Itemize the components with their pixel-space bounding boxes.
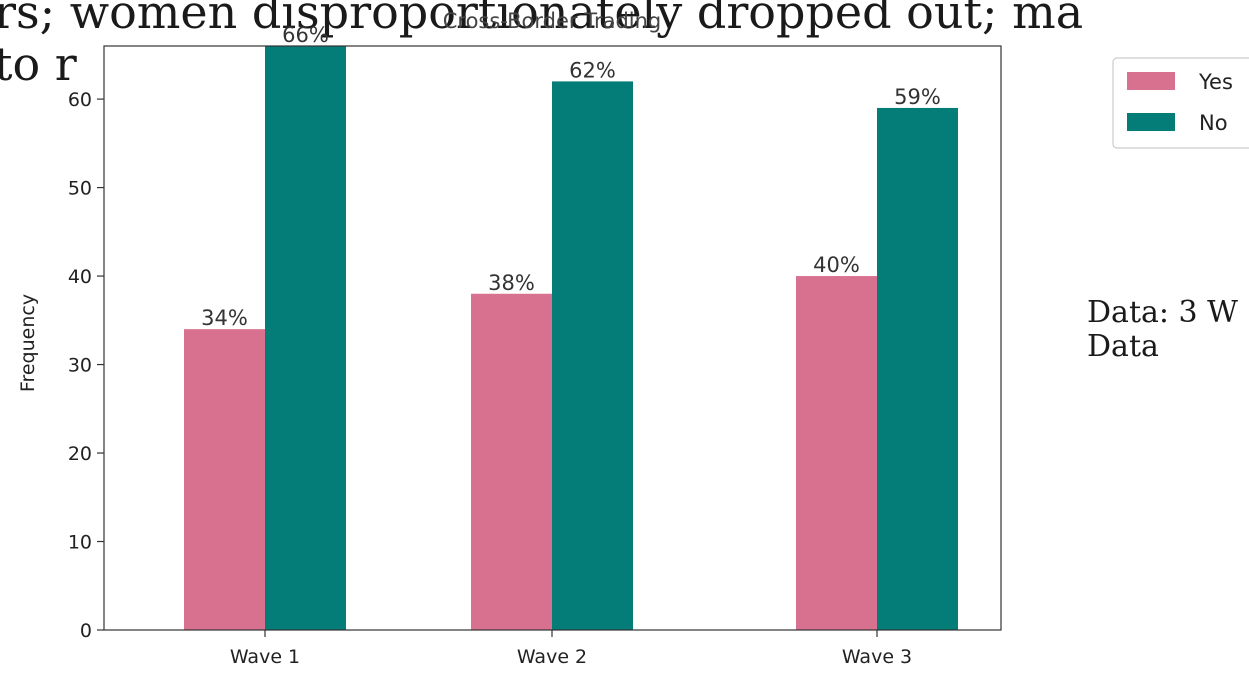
side-caption-line: Data bbox=[1087, 329, 1159, 364]
side-caption-line: Data: 3 W bbox=[1087, 295, 1238, 330]
side-caption: Data: 3 W Data bbox=[1087, 296, 1238, 364]
background-caption-line: to r bbox=[0, 37, 77, 91]
y-tick-label: 30 bbox=[68, 355, 92, 377]
data-label-no-3: 59% bbox=[894, 85, 941, 109]
x-tick-label: Wave 1 bbox=[230, 646, 300, 668]
legend: Yes No bbox=[1112, 57, 1249, 149]
y-tick-label: 10 bbox=[68, 532, 92, 554]
chart-title: Cross-Border Trading bbox=[443, 9, 662, 33]
bar-yes-1 bbox=[184, 329, 265, 630]
y-tick-label: 20 bbox=[68, 443, 92, 465]
y-tick-label: 0 bbox=[80, 620, 92, 642]
data-label-yes-1: 34% bbox=[201, 306, 248, 330]
bar-yes-2 bbox=[471, 293, 552, 630]
y-tick-label: 50 bbox=[68, 178, 92, 200]
legend-swatch-no bbox=[1127, 113, 1175, 131]
x-tick-label: Wave 3 bbox=[842, 646, 912, 668]
y-axis-label: Frequency bbox=[17, 294, 39, 392]
bar-yes-3 bbox=[796, 276, 877, 630]
bar-no-2 bbox=[552, 81, 633, 631]
data-label-yes-3: 40% bbox=[813, 253, 860, 277]
background-caption-line: rs; women disproportionately dropped out… bbox=[0, 0, 1084, 39]
data-label-no-2: 62% bbox=[569, 58, 616, 82]
bar-no-1 bbox=[265, 46, 346, 630]
data-label-no-1: 66% bbox=[282, 23, 329, 47]
x-tick-label: Wave 2 bbox=[517, 646, 587, 668]
y-tick-label: 40 bbox=[68, 266, 92, 288]
legend-swatch-yes bbox=[1127, 72, 1175, 90]
legend-label-no: No bbox=[1199, 111, 1228, 135]
bar-no-3 bbox=[877, 107, 958, 630]
data-label-yes-2: 38% bbox=[488, 271, 535, 295]
y-tick-label: 60 bbox=[68, 89, 92, 111]
legend-label-yes: Yes bbox=[1198, 70, 1233, 94]
background-caption: rs; women disproportionately dropped out… bbox=[0, 0, 1249, 90]
